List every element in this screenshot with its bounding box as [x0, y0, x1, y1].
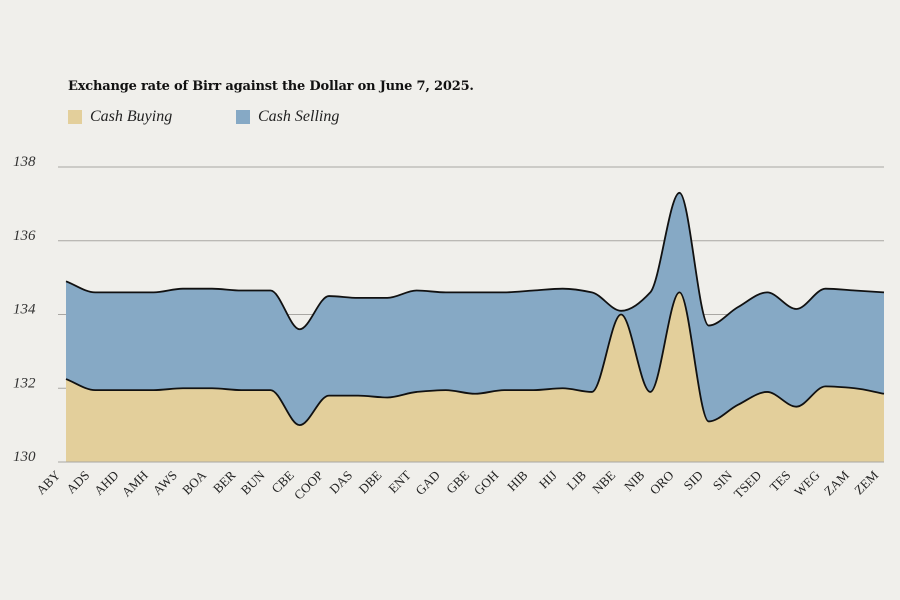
- legend-item-cash-selling: Cash Selling: [236, 106, 339, 128]
- x-tick-label-dbe: DBE: [355, 467, 384, 496]
- legend-label-cash-buying: Cash Buying: [90, 108, 173, 125]
- area-cash-buying: [66, 292, 884, 462]
- x-tick-label-goh: GOH: [471, 468, 502, 499]
- x-tick-label-tes: TES: [767, 468, 794, 495]
- y-tick-label-136: 136: [13, 228, 36, 244]
- x-tick-label-zam: ZAM: [821, 467, 852, 498]
- x-tick-label-nib: NIB: [621, 467, 648, 494]
- x-tick-label-hib: HIB: [504, 467, 531, 494]
- x-tick-label-bun: BUN: [238, 467, 268, 497]
- x-tick-label-ads: ADS: [63, 468, 92, 497]
- x-tick-label-hij: HIJ: [536, 468, 560, 492]
- x-tick-label-lib: LIB: [564, 467, 590, 493]
- x-tick-label-tsed: TSED: [731, 468, 765, 502]
- x-tick-label-boa: BOA: [179, 467, 209, 497]
- x-tick-label-sid: SID: [680, 468, 705, 493]
- legend-swatch-cash-buying: [68, 110, 82, 124]
- legend-item-cash-buying: Cash Buying: [68, 106, 172, 128]
- x-tick-label-gad: GAD: [412, 468, 443, 499]
- x-tick-label-ahd: AHD: [91, 468, 122, 499]
- y-tick-label-138: 138: [13, 154, 36, 170]
- x-tick-label-gbe: GBE: [443, 467, 472, 496]
- x-tick-label-ent: ENT: [385, 467, 414, 496]
- legend-label-cash-selling: Cash Selling: [258, 108, 340, 125]
- legend-swatch-cash-selling: [236, 110, 250, 124]
- y-tick-label-134: 134: [13, 302, 36, 318]
- x-tick-label-aby: ABY: [33, 467, 63, 497]
- x-tick-label-coop: COOP: [291, 468, 326, 503]
- x-tick-label-nbe: NBE: [589, 467, 618, 496]
- y-tick-label-132: 132: [13, 375, 36, 391]
- x-tick-label-aws: AWS: [150, 468, 180, 498]
- x-tick-label-zem: ZEM: [851, 467, 881, 497]
- line-cash-selling: [65, 191, 885, 331]
- x-tick-label-oro: ORO: [647, 468, 677, 498]
- line-cash-buying: [65, 291, 885, 427]
- x-tick-label-amh: AMH: [119, 468, 151, 500]
- y-tick-label-130: 130: [13, 449, 36, 465]
- x-tick-label-das: DAS: [326, 468, 355, 497]
- x-tick-label-ber: BER: [210, 467, 239, 496]
- chart-title: Exchange rate of Birr against the Dollar…: [68, 79, 474, 94]
- x-tick-label-weg: WEG: [791, 468, 823, 500]
